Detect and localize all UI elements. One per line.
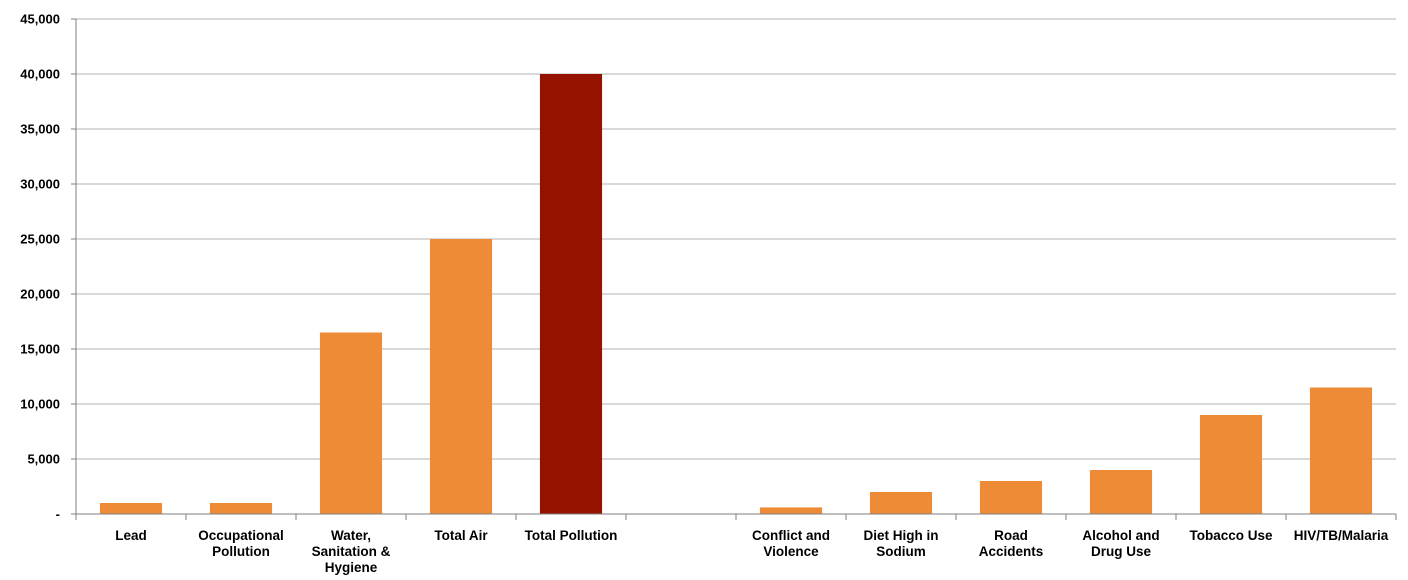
axes [71,18,1397,520]
bar [539,74,603,514]
bar [1309,387,1373,514]
x-tick-label: Conflict and [752,528,830,543]
y-tick-label: 5,000 [27,452,60,467]
y-tick-label: 35,000 [20,122,60,137]
bars [99,74,1373,514]
bar [869,492,933,514]
x-tick-label: Sanitation & [312,544,391,559]
bar [759,507,823,514]
x-tick-label: Road [994,528,1028,543]
bar [1199,415,1263,514]
bar [319,332,383,514]
y-tick-label: 10,000 [20,397,60,412]
y-tick-label: 45,000 [20,12,60,27]
x-tick-label: Violence [763,544,819,559]
y-tick-label: 15,000 [20,342,60,357]
x-tick-label: Diet High in [864,528,939,543]
gridlines [76,18,1396,460]
x-tick-label: Drug Use [1091,544,1152,559]
bar [429,239,493,514]
y-tick-label: 20,000 [20,287,60,302]
x-tick-label: Total Air [434,528,488,543]
x-tick-label: HIV/TB/Malaria [1294,528,1389,543]
bar [209,503,273,514]
x-tick-label: Tobacco Use [1189,528,1273,543]
x-tick-label: Sodium [876,544,926,559]
x-tick-label: Lead [115,528,147,543]
y-tick-label: 25,000 [20,232,60,247]
x-tick-label: Alcohol and [1082,528,1159,543]
y-tick-label: - [56,507,60,522]
x-tick-label: Occupational [198,528,284,543]
x-tick-label: Total Pollution [525,528,618,543]
y-axis-tick-labels: - 5,000 10,000 15,000 20,000 25,000 30,000 35,0… [20,12,60,522]
x-tick-label: Water, [331,528,371,543]
y-tick-label: 40,000 [20,67,60,82]
bar [979,481,1043,514]
x-tick-label: Hygiene [325,560,378,575]
y-tick-label: 30,000 [20,177,60,192]
bar [99,503,163,514]
bar [1089,470,1153,514]
x-tick-label: Pollution [212,544,270,559]
x-tick-label: Accidents [979,544,1044,559]
